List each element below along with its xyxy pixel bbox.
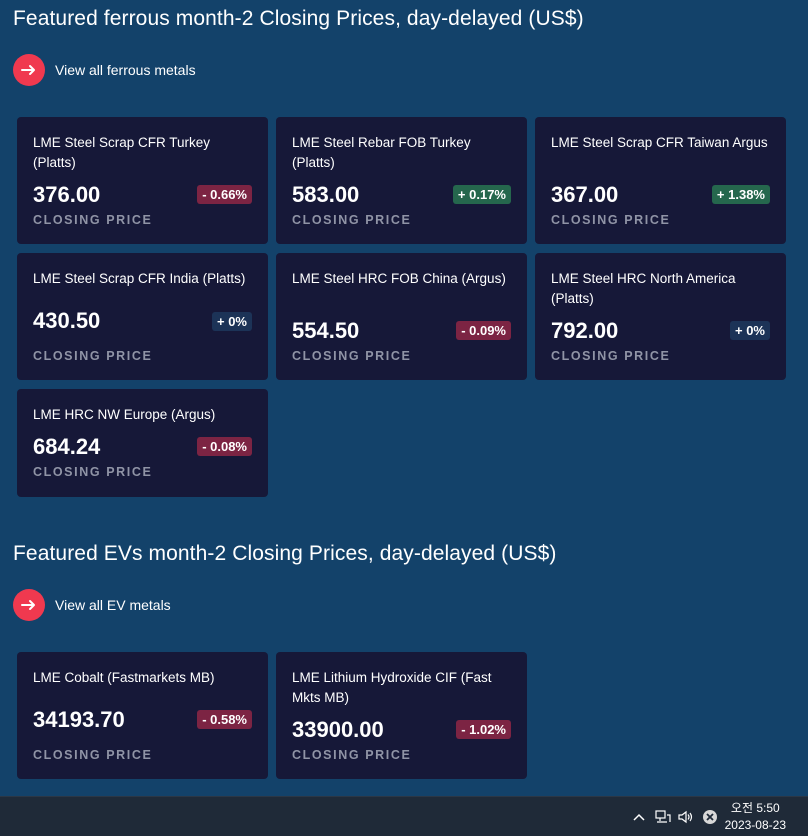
price-card[interactable]: LME Steel HRC North America (Platts) 792…: [535, 253, 786, 380]
card-name: LME Steel HRC North America (Platts): [551, 271, 736, 306]
card-price: 376.00: [33, 182, 101, 207]
card-name: LME Steel Rebar FOB Turkey (Platts): [292, 135, 471, 170]
ferrous-section-title: Featured ferrous month-2 Closing Prices,…: [13, 7, 584, 30]
card-name: LME Steel Scrap CFR India (Platts): [33, 271, 246, 286]
price-card[interactable]: LME Steel HRC FOB China (Argus) 554.50 -…: [276, 253, 527, 380]
card-price: 430.50: [33, 308, 101, 333]
card-price: 33900.00: [292, 717, 384, 742]
change-badge: - 0.58%: [197, 710, 252, 729]
change-badge: - 0.08%: [197, 437, 252, 456]
card-name: LME Cobalt (Fastmarkets MB): [33, 670, 215, 685]
card-price: 34193.70: [33, 707, 125, 732]
arrow-right-icon[interactable]: [13, 589, 45, 621]
view-all-ferrous-label[interactable]: View all ferrous metals: [55, 62, 196, 78]
close-circle-icon[interactable]: [702, 809, 718, 825]
view-all-ev-label[interactable]: View all EV metals: [55, 597, 171, 613]
closing-price-label: CLOSING PRICE: [292, 213, 412, 227]
arrow-right-icon[interactable]: [13, 54, 45, 86]
price-card[interactable]: LME Steel Scrap CFR Taiwan Argus 367.00 …: [535, 117, 786, 244]
view-all-ferrous-link[interactable]: View all ferrous metals: [13, 54, 196, 86]
view-all-ev-link[interactable]: View all EV metals: [13, 589, 171, 621]
change-badge: - 0.09%: [456, 321, 511, 340]
card-price: 684.24: [33, 434, 101, 459]
network-icon[interactable]: [655, 809, 671, 825]
clock-date: 2023-08-23: [724, 818, 786, 832]
closing-price-label: CLOSING PRICE: [33, 465, 153, 479]
change-badge: + 0.17%: [452, 185, 511, 204]
price-card[interactable]: LME HRC NW Europe (Argus) 684.24 - 0.08%…: [17, 389, 268, 497]
card-name: LME Steel HRC FOB China (Argus): [292, 271, 506, 286]
ev-section-title: Featured EVs month-2 Closing Prices, day…: [13, 542, 557, 565]
closing-price-label: CLOSING PRICE: [33, 213, 153, 227]
clock[interactable]: 오전 5:50 2023-08-23: [725, 800, 786, 834]
price-card[interactable]: LME Lithium Hydroxide CIF (Fast Mkts MB)…: [276, 652, 527, 779]
closing-price-label: CLOSING PRICE: [551, 349, 671, 363]
change-badge: + 0%: [212, 312, 252, 331]
taskbar: 오전 5:50 2023-08-23: [0, 796, 808, 836]
closing-price-label: CLOSING PRICE: [33, 748, 153, 762]
card-name: LME Steel Scrap CFR Taiwan Argus: [551, 135, 768, 150]
price-card[interactable]: LME Steel Scrap CFR India (Platts) 430.5…: [17, 253, 268, 380]
card-name: LME Steel Scrap CFR Turkey (Platts): [33, 135, 211, 170]
card-name: LME HRC NW Europe (Argus): [33, 407, 216, 422]
closing-price-label: CLOSING PRICE: [551, 213, 671, 227]
volume-icon[interactable]: [678, 809, 694, 825]
change-badge: - 1.02%: [456, 720, 511, 739]
clock-time: 오전 5:50: [730, 801, 780, 815]
price-card[interactable]: LME Cobalt (Fastmarkets MB) 34193.70 - 0…: [17, 652, 268, 779]
closing-price-label: CLOSING PRICE: [292, 748, 412, 762]
closing-price-label: CLOSING PRICE: [292, 349, 412, 363]
card-price: 554.50: [292, 318, 360, 343]
price-card[interactable]: LME Steel Rebar FOB Turkey (Platts) 583.…: [276, 117, 527, 244]
change-badge: - 0.66%: [197, 185, 252, 204]
change-badge: + 0%: [730, 321, 770, 340]
card-price: 792.00: [551, 318, 619, 343]
closing-price-label: CLOSING PRICE: [33, 349, 153, 363]
change-badge: + 1.38%: [711, 185, 770, 204]
card-price: 583.00: [292, 182, 360, 207]
card-price: 367.00: [551, 182, 619, 207]
card-name: LME Lithium Hydroxide CIF (Fast Mkts MB): [292, 670, 492, 705]
price-card[interactable]: LME Steel Scrap CFR Turkey (Platts) 376.…: [17, 117, 268, 244]
chevron-up-icon[interactable]: [631, 809, 647, 825]
